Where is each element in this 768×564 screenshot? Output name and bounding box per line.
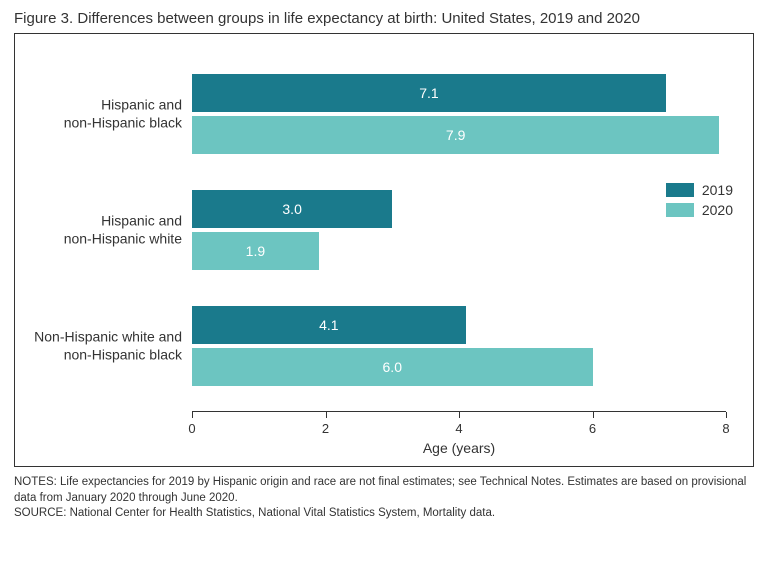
bar-value-label: 6.0 [383,359,402,375]
bar-value-label: 3.0 [282,201,301,217]
note-line: SOURCE: National Center for Health Stati… [14,506,754,522]
plot-area: Age (years) 02468Hispanic andnon-Hispani… [192,64,726,412]
bar-value-label: 7.1 [419,85,438,101]
x-tick-label: 8 [722,421,729,436]
bar: 1.9 [192,232,319,270]
x-tick [459,412,460,418]
x-tick [326,412,327,418]
legend-label: 2019 [702,182,733,198]
chart-frame: Age (years) 0 2 4 6 8 Hispanic andnon-Hispani… [14,33,754,467]
category-group: Hispanic andnon-Hispanic white3.01.9 [192,190,726,270]
legend-swatch [666,203,694,217]
bar: 3.0 [192,190,392,228]
category-group: Non-Hispanic white andnon-Hispanic black… [192,306,726,386]
x-axis-label: Age (years) [423,440,495,456]
x-tick-label: 4 [455,421,462,436]
x-tick-label: 0 [188,421,195,436]
figure-title: Figure 3. Differences between groups in … [0,0,768,33]
x-tick [726,412,727,418]
legend-swatch [666,183,694,197]
legend: 2019 2020 [666,182,733,222]
bar: 7.1 [192,74,666,112]
x-tick-label: 6 [589,421,596,436]
category-label: Hispanic andnon-Hispanic white [17,213,192,248]
category-label: Hispanic andnon-Hispanic black [17,97,192,132]
x-tick [593,412,594,418]
bar: 7.9 [192,116,719,154]
bar-value-label: 1.9 [246,243,265,259]
legend-label: 2020 [702,202,733,218]
category-label: Non-Hispanic white andnon-Hispanic black [17,329,192,364]
legend-item: 2020 [666,202,733,218]
x-tick-label: 2 [322,421,329,436]
x-tick [192,412,193,418]
category-group: Hispanic andnon-Hispanic black7.17.9 [192,74,726,154]
bar-value-label: 4.1 [319,317,338,333]
bar: 6.0 [192,348,593,386]
bar: 4.1 [192,306,466,344]
note-line: NOTES: Life expectancies for 2019 by His… [14,475,754,506]
legend-item: 2019 [666,182,733,198]
figure-notes: NOTES: Life expectancies for 2019 by His… [0,467,768,522]
bar-value-label: 7.9 [446,127,465,143]
